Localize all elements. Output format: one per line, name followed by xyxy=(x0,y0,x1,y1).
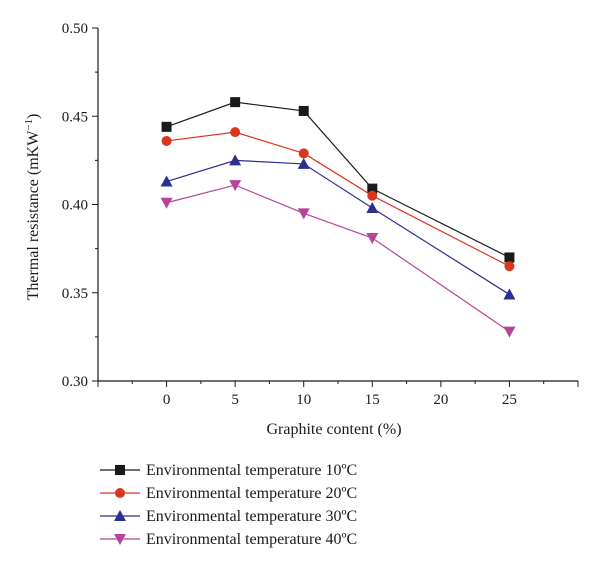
legend-label: Environmental temperature 40ºC xyxy=(146,531,357,548)
y-tick-label: 0.40 xyxy=(62,198,88,214)
x-tick-label: 10 xyxy=(296,392,311,408)
legend-item: Environmental temperature 30ºC xyxy=(100,508,357,525)
x-tick-label: 15 xyxy=(365,392,380,408)
data-point xyxy=(367,183,378,194)
data-point xyxy=(366,202,379,214)
y-tick-label: 0.35 xyxy=(62,286,88,302)
data-point xyxy=(160,175,173,187)
series-3 xyxy=(160,154,516,300)
data-point xyxy=(367,190,378,201)
series-1 xyxy=(161,97,515,263)
data-point xyxy=(298,148,309,159)
legend-label: Environmental temperature 20ºC xyxy=(146,485,357,502)
data-point xyxy=(504,252,515,263)
data-point xyxy=(160,197,173,209)
x-tick-label: 5 xyxy=(231,392,239,408)
data-point xyxy=(503,288,516,300)
legend-label: Environmental temperature 30ºC xyxy=(146,508,357,525)
y-tick-label: 0.45 xyxy=(62,109,88,125)
legend: Environmental temperature 10ºC Environmen… xyxy=(100,462,357,548)
series-2 xyxy=(161,127,515,272)
x-tick-label: 20 xyxy=(433,392,448,408)
x-tick-label: 25 xyxy=(502,392,517,408)
x-tick-label: 0 xyxy=(163,392,171,408)
legend-label: Environmental temperature 10ºC xyxy=(146,462,357,479)
legend-item: Environmental temperature 40ºC xyxy=(100,531,357,548)
series-line xyxy=(166,184,510,333)
ticks: 0.30 0.35 0.40 0.45 0.50 0 5 10 15 20 25 xyxy=(62,21,579,408)
legend-marker xyxy=(115,465,125,475)
data-point xyxy=(503,326,516,338)
data-point xyxy=(504,261,515,272)
data-point xyxy=(297,157,310,169)
data-point xyxy=(229,154,242,166)
data-point xyxy=(366,233,379,245)
series-4 xyxy=(160,180,516,338)
legend-marker xyxy=(115,488,125,498)
data-point xyxy=(229,180,242,192)
data-point xyxy=(298,105,309,116)
legend-item: Environmental temperature 20ºC xyxy=(100,485,357,502)
y-axis-title-superscript: −1 xyxy=(23,119,35,131)
data-point xyxy=(230,127,241,138)
y-axis-title-main: Thermal resistance (mKW xyxy=(25,130,42,301)
legend-item: Environmental temperature 10ºC xyxy=(100,462,357,479)
y-axis-title: Thermal resistance (mKW−1) xyxy=(23,114,42,301)
y-axis-title-close: ) xyxy=(25,114,42,119)
y-tick-label: 0.30 xyxy=(62,374,88,390)
data-point xyxy=(297,208,310,220)
legend-marker xyxy=(114,510,126,521)
series-line xyxy=(166,131,510,267)
series-line xyxy=(166,101,510,258)
y-tick-label: 0.50 xyxy=(62,21,88,37)
legend-marker xyxy=(114,534,126,545)
x-axis-title: Graphite content (%) xyxy=(266,421,401,438)
data-point xyxy=(161,121,172,132)
series-line xyxy=(166,159,510,296)
series xyxy=(160,97,516,338)
data-point xyxy=(230,97,241,108)
data-point xyxy=(161,135,172,146)
